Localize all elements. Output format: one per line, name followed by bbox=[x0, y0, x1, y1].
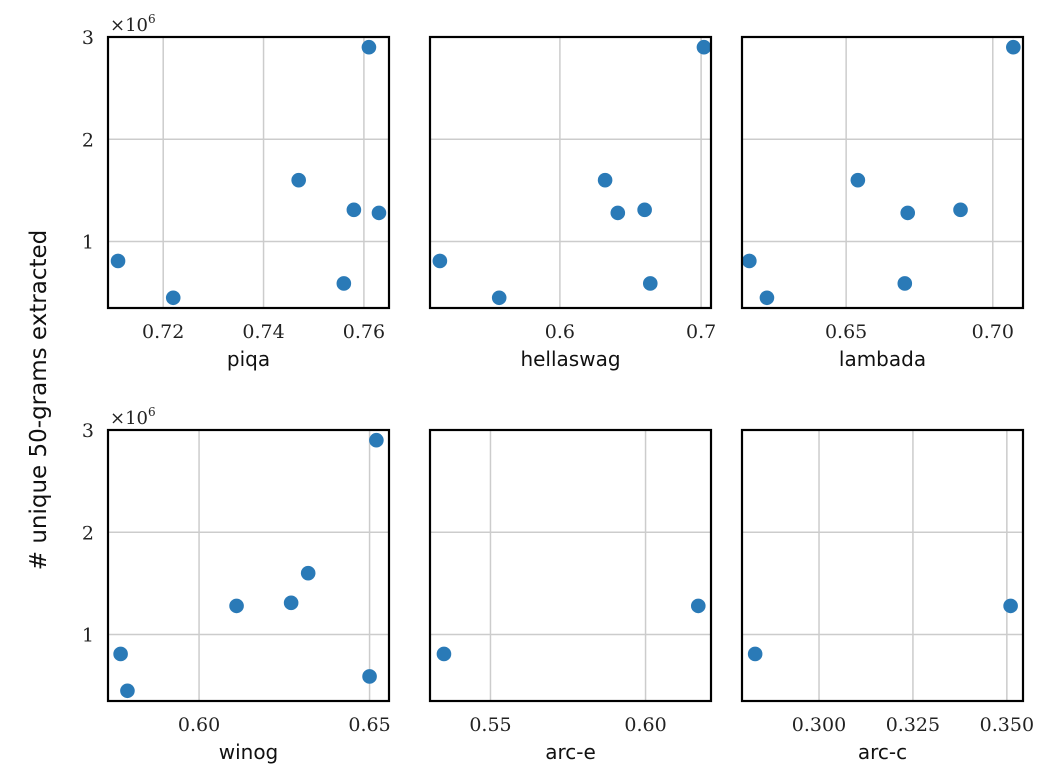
panel-piqa: 0.72 0.74 0.76 piqa 1 2 3 ×106 bbox=[82, 12, 391, 371]
y-tick-label: 1 bbox=[82, 625, 94, 647]
scatter-point bbox=[300, 565, 316, 581]
y-tick-label: 2 bbox=[82, 129, 94, 151]
panel-lambada: 0.65 0.70 lambada bbox=[740, 35, 1025, 371]
x-tick-label: 0.325 bbox=[886, 714, 940, 736]
scatter-point bbox=[165, 290, 181, 306]
scatter-point bbox=[900, 205, 916, 221]
y-multiplier: ×106 bbox=[110, 405, 156, 429]
y-tick-label: 3 bbox=[82, 27, 94, 49]
x-axis-label: hellaswag bbox=[520, 347, 620, 371]
scatter-point bbox=[637, 202, 652, 218]
x-tick-label: 0.74 bbox=[242, 321, 284, 343]
scatter-point bbox=[953, 202, 968, 218]
x-axis-label: arc-e bbox=[545, 740, 596, 764]
scatter-point bbox=[371, 205, 387, 221]
scatter-point bbox=[432, 253, 448, 269]
x-tick-label: 0.300 bbox=[792, 714, 846, 736]
scatter-point bbox=[362, 669, 377, 684]
scatter-point bbox=[759, 290, 775, 306]
plot-frame bbox=[106, 428, 391, 703]
scatter-point bbox=[610, 205, 626, 221]
x-axis-label: winog bbox=[219, 740, 279, 764]
panel-arc-e: 0.55 0.60 arc-e bbox=[428, 428, 713, 764]
y-tick-label: 2 bbox=[82, 522, 94, 544]
x-tick-label: 0.60 bbox=[624, 714, 666, 736]
y-axis-label: # unique 50-grams extracted bbox=[26, 230, 52, 571]
x-tick-label: 0.76 bbox=[343, 321, 385, 343]
scatter-point bbox=[642, 276, 658, 291]
plot-frame bbox=[106, 35, 391, 310]
y-tick-label: 1 bbox=[82, 232, 94, 254]
scatter-point bbox=[120, 683, 135, 699]
y-tick-label: 3 bbox=[82, 420, 94, 442]
x-tick-label: 0.65 bbox=[348, 714, 390, 736]
scatter-point bbox=[436, 646, 452, 662]
scatter-point bbox=[113, 646, 128, 662]
scatter-point bbox=[742, 253, 757, 269]
scatter-point bbox=[361, 39, 377, 55]
scatter-point bbox=[346, 202, 362, 218]
panel-hellaswag: 0.6 0.7 hellaswag bbox=[428, 35, 716, 371]
scatter-point bbox=[336, 276, 352, 291]
x-axis-label: lambada bbox=[839, 347, 926, 371]
scatter-point bbox=[690, 598, 706, 614]
plot-frame bbox=[740, 428, 1025, 703]
x-tick-label: 0.55 bbox=[469, 714, 511, 736]
x-tick-label: 0.70 bbox=[972, 321, 1014, 343]
plot-frame bbox=[428, 428, 713, 703]
scatter-point bbox=[291, 172, 306, 188]
x-tick-label: 0.7 bbox=[686, 321, 716, 343]
scatter-point bbox=[369, 432, 384, 448]
x-tick-label: 0.65 bbox=[825, 321, 867, 343]
scatter-point bbox=[597, 172, 613, 188]
scatter-point bbox=[747, 646, 763, 662]
x-tick-label: 0.72 bbox=[142, 321, 184, 343]
y-multiplier: ×106 bbox=[110, 12, 156, 36]
scatter-point bbox=[110, 253, 126, 269]
plot-frame bbox=[740, 35, 1025, 310]
plot-frame bbox=[428, 35, 713, 310]
scatter-point bbox=[1003, 598, 1018, 614]
panel-winog: 0.60 0.65 winog 1 2 3 ×106 bbox=[82, 405, 391, 764]
x-axis-label: piqa bbox=[227, 347, 270, 371]
scatter-point bbox=[897, 276, 913, 291]
scatter-point bbox=[229, 598, 244, 614]
x-axis-label: arc-c bbox=[858, 740, 907, 764]
panel-arc-c: 0.300 0.325 0.350 arc-c bbox=[740, 428, 1034, 764]
x-tick-label: 0.60 bbox=[178, 714, 220, 736]
x-tick-label: 0.6 bbox=[545, 321, 575, 343]
scatter-point bbox=[283, 595, 299, 611]
scatter-point bbox=[850, 172, 866, 188]
scatter-point bbox=[696, 39, 712, 55]
scatter-point bbox=[1006, 39, 1021, 55]
x-tick-label: 0.350 bbox=[980, 714, 1034, 736]
scatter-point bbox=[491, 290, 507, 306]
